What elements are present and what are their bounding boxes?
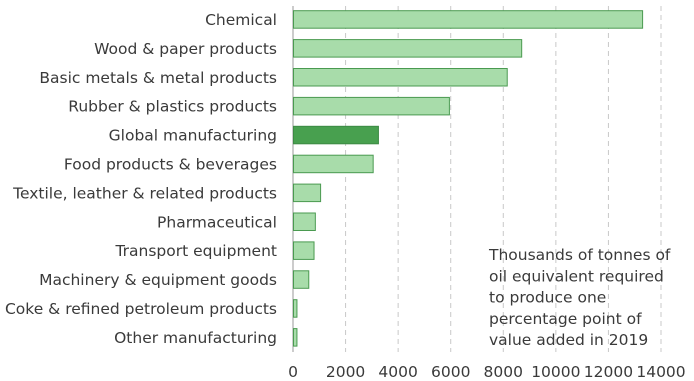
gridlines bbox=[292, 6, 662, 352]
category-label: Machinery & equipment goods bbox=[39, 271, 277, 289]
bar bbox=[293, 270, 310, 289]
x-tick-label: 12000 bbox=[584, 363, 633, 381]
category-labels: Chemical Wood & paper products Basic metal… bbox=[5, 11, 277, 347]
category-label: Transport equipment bbox=[114, 242, 277, 260]
bar bbox=[293, 183, 322, 203]
x-tick-label: 14000 bbox=[636, 363, 685, 381]
bar bbox=[293, 328, 298, 347]
x-tick-label: 8000 bbox=[484, 363, 523, 381]
category-label: Chemical bbox=[205, 11, 277, 29]
annotation-line: value added in 2019 bbox=[489, 331, 648, 349]
category-label: Basic metals & metal products bbox=[39, 69, 277, 87]
bar bbox=[293, 10, 644, 29]
bar bbox=[293, 68, 508, 87]
category-label: Rubber & plastics products bbox=[68, 98, 277, 116]
annotation-line: oil equivalent required bbox=[489, 267, 664, 285]
category-label: Food products & beverages bbox=[64, 155, 277, 173]
x-tick-label: 0 bbox=[288, 363, 298, 381]
category-label: Global manufacturing bbox=[109, 127, 277, 145]
category-label: Wood & paper products bbox=[94, 40, 277, 58]
bar bbox=[293, 96, 450, 116]
x-tick-label: 2000 bbox=[326, 363, 365, 381]
bars bbox=[293, 10, 644, 347]
category-label: Coke & refined petroleum products bbox=[5, 300, 277, 318]
x-tick-label: 4000 bbox=[378, 363, 417, 381]
bar bbox=[293, 299, 298, 318]
bar bbox=[293, 154, 374, 174]
x-tick-label: 10000 bbox=[531, 363, 580, 381]
bar-highlight bbox=[293, 125, 379, 145]
annotation-line: to produce one bbox=[489, 289, 606, 307]
category-label: Other manufacturing bbox=[114, 329, 277, 347]
x-tick-label: 6000 bbox=[431, 363, 470, 381]
annotation-line: Thousands of tonnes of bbox=[488, 246, 671, 264]
category-label: Pharmaceutical bbox=[157, 213, 277, 231]
annotation-line: percentage point of bbox=[489, 310, 642, 328]
bar bbox=[293, 212, 316, 231]
bar bbox=[293, 241, 315, 260]
unit-annotation: Thousands of tonnes of oil equivalent req… bbox=[488, 246, 671, 349]
x-tick-labels: 0 2000 4000 6000 8000 10000 12000 14000 bbox=[288, 363, 686, 381]
bar bbox=[293, 39, 523, 58]
category-label: Textile, leather & related products bbox=[12, 184, 277, 202]
